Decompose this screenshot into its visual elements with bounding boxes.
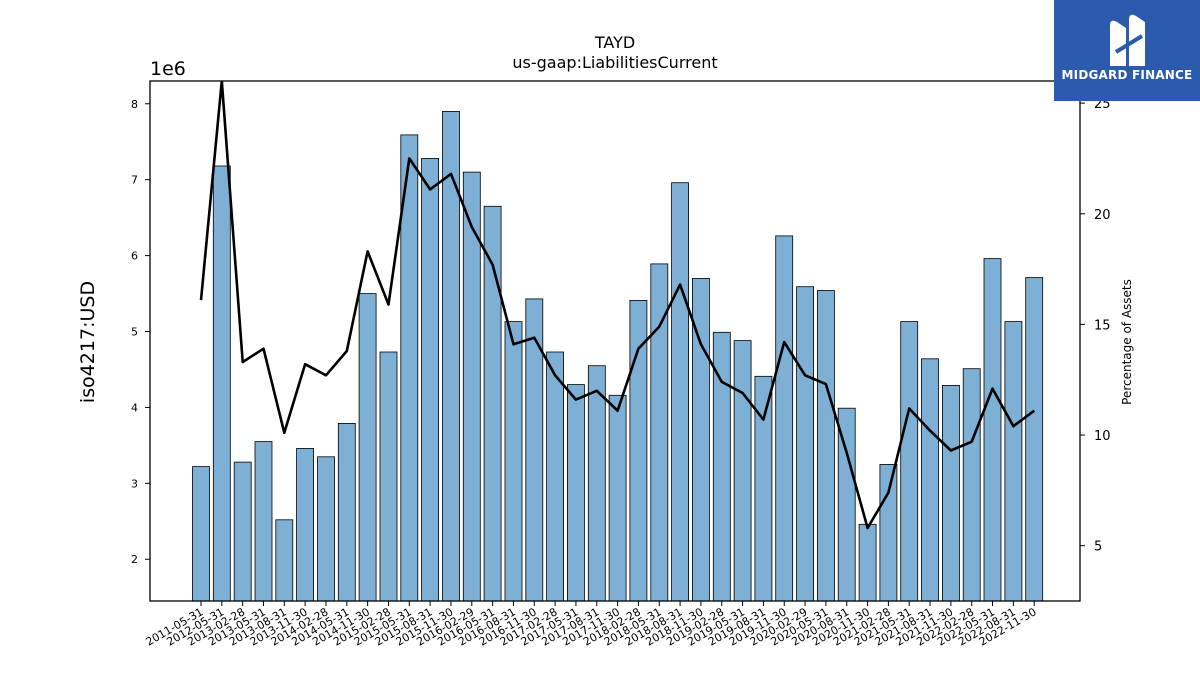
bar-2022-08-31 [1004, 321, 1023, 602]
y-axis-ticks: 2 3 4 5 6 7 8 [131, 98, 150, 566]
bar-2013-11-30 [296, 447, 315, 602]
bar-2017-08-31 [587, 365, 606, 602]
bar-2012-05-31 [212, 165, 231, 602]
bar-2017-02-28 [546, 351, 564, 602]
bar-2019-11-30 [775, 235, 794, 602]
line-series [199, 81, 1035, 530]
bar-2013-08-31 [275, 519, 294, 602]
bar-2020-05-31 [817, 290, 835, 602]
bar-2022-11-30 [1025, 277, 1044, 602]
bar-2014-02-28 [317, 456, 335, 602]
bar-2013-05-31 [254, 441, 273, 602]
bar-2016-08-31 [504, 321, 523, 602]
bar-2015-02-28 [379, 351, 398, 602]
bar-2013-02-28 [233, 461, 252, 602]
bar-2018-08-31 [671, 182, 689, 602]
bar-2021-08-31 [921, 358, 939, 602]
bar-2017-05-31 [567, 384, 585, 602]
y2-axis-label: Percentage of Assets [1120, 279, 1134, 405]
bar-2014-05-31 [337, 422, 356, 602]
bar-series [192, 111, 1044, 602]
bar-2021-05-31 [900, 321, 919, 602]
bar-2022-02-28 [962, 368, 981, 602]
bar-2021-02-28 [879, 463, 898, 602]
brand-name: MIDGARD FINANCE [1061, 68, 1193, 82]
chart-title: TAYD [594, 33, 635, 52]
y2-tick-label: 5 [1094, 540, 1102, 555]
bar-2015-08-31 [421, 157, 440, 602]
y2-tick-label: 20 [1094, 208, 1111, 223]
bar-2020-02-29 [796, 286, 814, 602]
bar-2021-11-30 [942, 384, 960, 602]
bar-2017-11-30 [608, 394, 627, 602]
bar-2014-11-30 [358, 293, 377, 602]
y-tick-label: 2 [131, 553, 138, 566]
y2-tick-label: 15 [1094, 318, 1111, 333]
bar-2018-02-28 [629, 299, 648, 602]
bar-2019-05-31 [733, 340, 752, 602]
percentage-line [199, 81, 1035, 530]
y2-tick-label: 10 [1094, 429, 1111, 444]
bar-2022-05-31 [983, 258, 1002, 602]
bar-2020-11-30 [858, 523, 877, 602]
y-tick-label: 8 [131, 98, 138, 111]
y-tick-label: 3 [131, 477, 138, 490]
bar-2016-11-30 [525, 298, 544, 602]
bar-2015-11-30 [442, 111, 460, 602]
x-axis-ticks: 2011-05-312012-05-312013-02-282013-05-31… [144, 601, 1039, 649]
brand-logo: MIDGARD FINANCE [1054, 0, 1200, 101]
plot-frame [149, 80, 1081, 602]
y-tick-label: 7 [131, 174, 138, 187]
y-tick-label: 5 [131, 326, 138, 339]
y-tick-label: 6 [131, 250, 138, 263]
y-tick-label: 4 [131, 401, 138, 414]
chart-subtitle: us-gaap:LiabilitiesCurrent [512, 53, 717, 72]
y-axis-label: iso4217:USD [77, 281, 99, 403]
bar-2011-05-31 [192, 466, 210, 602]
midgard-logo-icon [1110, 14, 1145, 67]
y-offset-label: 1e6 [150, 58, 186, 80]
